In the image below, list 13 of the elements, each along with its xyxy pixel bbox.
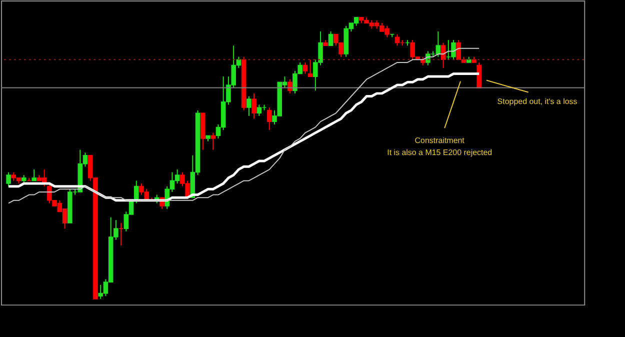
candlestick (476, 62, 482, 88)
annotation: It is also a M15 E200 rejected (387, 148, 492, 158)
candlestick (6, 172, 11, 187)
candlestick (308, 59, 313, 78)
candlestick (252, 92, 256, 120)
text: Stopped out, it's a loss (497, 97, 578, 106)
annotation: Constraitment (414, 136, 466, 146)
candlestick (266, 107, 272, 131)
candlestick (328, 31, 334, 46)
candlestick (302, 62, 308, 74)
candlestick (210, 132, 216, 150)
candlestick (246, 96, 252, 116)
candlestick (32, 168, 37, 182)
